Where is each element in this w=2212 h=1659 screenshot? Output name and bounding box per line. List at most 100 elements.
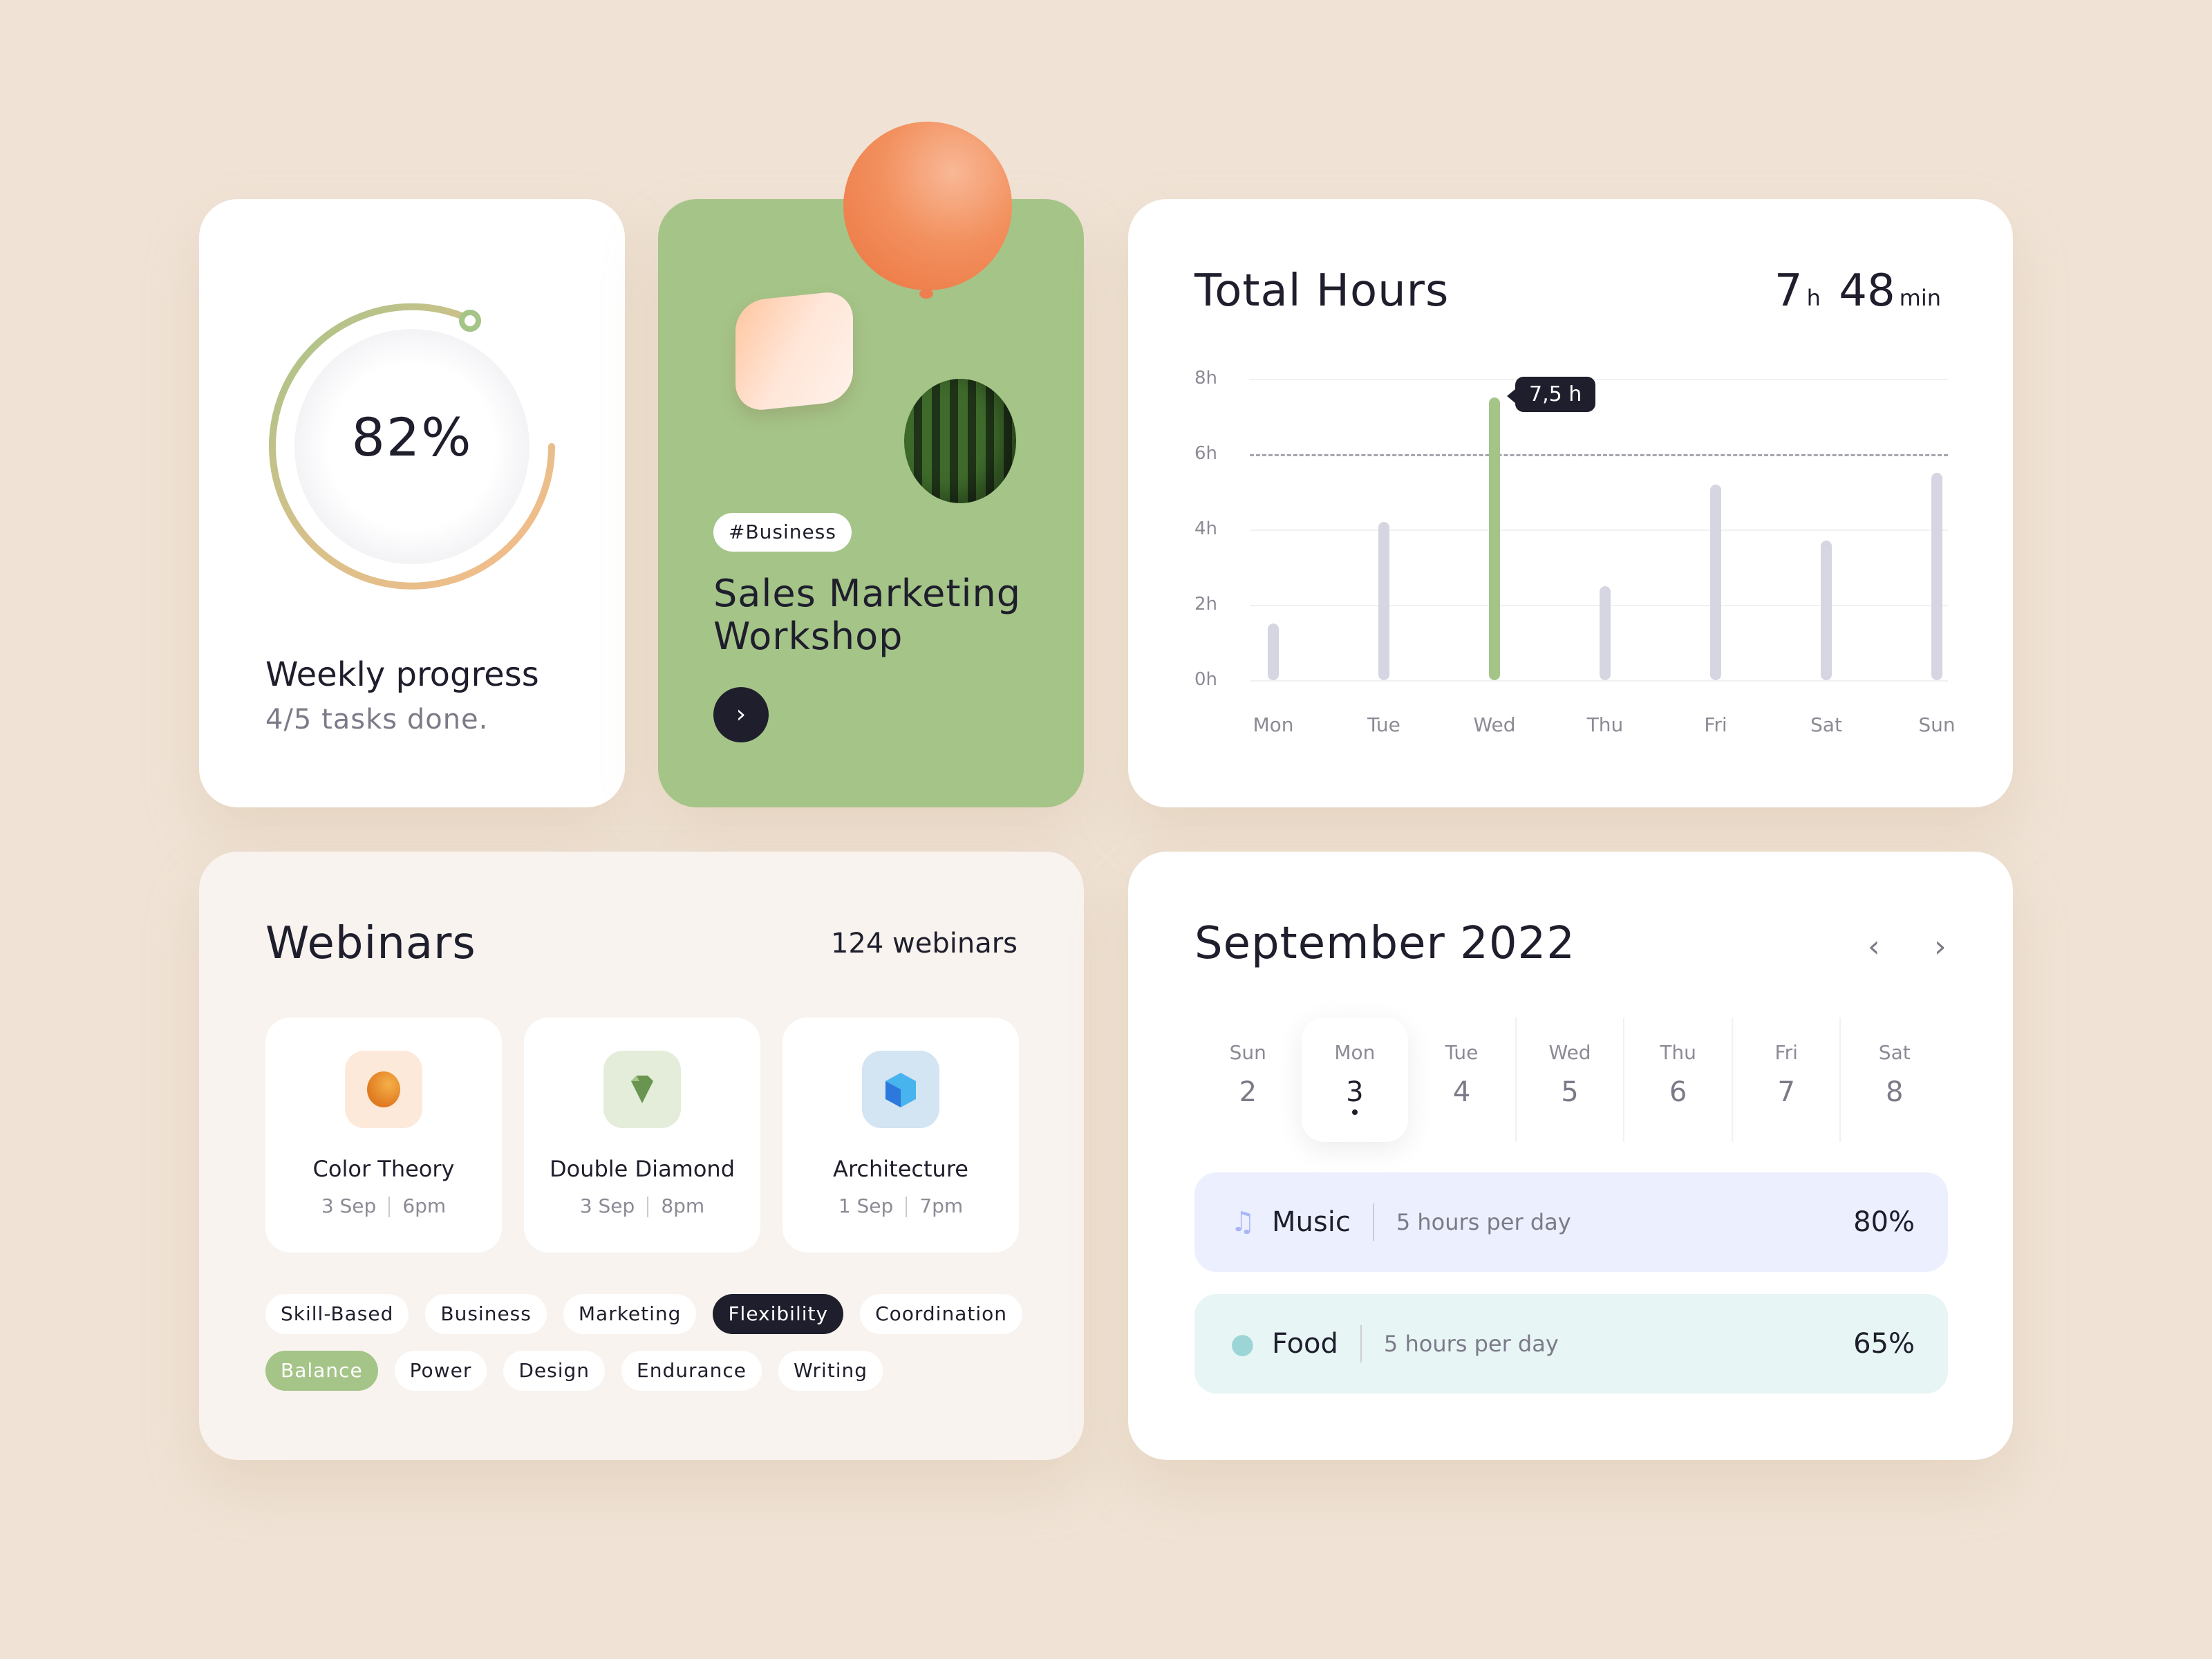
gridline	[1250, 680, 1948, 682]
chip-skill-based[interactable]: Skill-Based	[265, 1294, 409, 1334]
chevron-right-icon[interactable]: ›	[1934, 929, 1947, 964]
habit-desc: 5 hours per day	[1383, 1331, 1559, 1357]
week-strip: Sun 2 Mon 3 Tue 4 Wed 5 Thu 6 Fri 7 Sat 8	[1194, 1018, 1948, 1142]
balloon-knot	[919, 289, 933, 299]
bar-sun[interactable]	[1931, 473, 1942, 680]
webinar-date: 3 Sep	[579, 1194, 635, 1217]
x-axis-tick: Fri	[1704, 713, 1727, 736]
workshop-card[interactable]: #Business Sales Marketing Workshop ›	[658, 122, 1084, 807]
chip-endurance[interactable]: Endurance	[621, 1351, 762, 1391]
chevron-left-icon[interactable]: ‹	[1868, 929, 1880, 964]
bar-thu[interactable]	[1600, 585, 1611, 680]
habit-row-food[interactable]: ● Food 5 hours per day 65%	[1194, 1294, 1948, 1394]
topic-chips: Skill-Based Business Marketing Flexibili…	[265, 1294, 1026, 1407]
bar-tooltip: 7,5 h	[1506, 377, 1596, 413]
habit-percent: 80%	[1853, 1206, 1915, 1238]
business-tag[interactable]: #Business	[713, 513, 852, 552]
webinars-card: Webinars 124 webinars Color Theory 3 Sep…	[199, 852, 1084, 1460]
orange-sphere-icon	[345, 1051, 422, 1128]
day-name: Mon	[1334, 1041, 1376, 1064]
day-date: 4	[1452, 1076, 1471, 1108]
day-mon-selected[interactable]: Mon 3	[1301, 1018, 1409, 1142]
day-sun[interactable]: Sun 2	[1194, 1018, 1302, 1142]
progress-ring	[269, 303, 555, 590]
day-date: 3	[1346, 1076, 1364, 1108]
webinar-meta: 3 Sep 8pm	[524, 1194, 760, 1217]
chip-writing[interactable]: Writing	[778, 1351, 883, 1391]
calendar-card: September 2022 ‹ › Sun 2 Mon 3 Tue 4 Wed 5 T…	[1128, 852, 2013, 1460]
habit-desc: 5 hours per day	[1396, 1209, 1571, 1235]
hours-value: 7	[1774, 265, 1803, 317]
day-wed[interactable]: Wed 5	[1515, 1018, 1624, 1142]
chip-coordination[interactable]: Coordination	[860, 1294, 1023, 1334]
chip-balance[interactable]: Balance	[265, 1351, 378, 1391]
y-axis-tick: 0h	[1194, 669, 1218, 690]
divider	[1360, 1325, 1362, 1362]
minutes-value: 48	[1839, 265, 1895, 317]
chip-business[interactable]: Business	[425, 1294, 547, 1334]
webinar-name: Double Diamond	[549, 1156, 735, 1182]
day-name: Tue	[1445, 1041, 1479, 1064]
day-date: 2	[1239, 1076, 1257, 1108]
minutes-unit: min	[1899, 285, 1941, 311]
cube-illustration	[735, 290, 853, 413]
blue-cube-icon	[862, 1051, 939, 1128]
day-name: Wed	[1548, 1041, 1591, 1064]
chip-design[interactable]: Design	[503, 1351, 606, 1391]
progress-title: Weekly progress	[265, 655, 539, 694]
webinar-card-color-theory[interactable]: Color Theory 3 Sep 6pm	[265, 1018, 502, 1253]
day-fri[interactable]: Fri 7	[1731, 1018, 1840, 1142]
total-hours-title: Total Hours	[1194, 265, 1450, 317]
day-tue[interactable]: Tue 4	[1408, 1018, 1515, 1142]
x-axis-tick: Thu	[1586, 713, 1624, 736]
day-thu[interactable]: Thu 6	[1623, 1018, 1732, 1142]
x-axis-tick: Mon	[1253, 713, 1294, 736]
gridline	[1250, 379, 1948, 380]
day-name: Sun	[1229, 1041, 1266, 1064]
x-axis-tick: Sat	[1810, 713, 1842, 736]
open-workshop-button[interactable]: ›	[713, 687, 769, 742]
habit-row-music[interactable]: ♫ Music 5 hours per day 80%	[1194, 1172, 1948, 1272]
day-name: Sat	[1878, 1041, 1911, 1064]
day-date: 7	[1777, 1076, 1795, 1108]
progress-subtitle: 4/5 tasks done.	[265, 704, 489, 735]
progress-percent: 82%	[351, 406, 473, 468]
x-axis-tick: Wed	[1473, 713, 1516, 736]
chip-marketing[interactable]: Marketing	[563, 1294, 697, 1334]
bar-tue[interactable]	[1378, 522, 1389, 680]
target-line	[1250, 454, 1948, 456]
webinar-date: 3 Sep	[321, 1194, 377, 1217]
webinar-time: 8pm	[661, 1194, 705, 1217]
x-axis-tick: Sun	[1918, 713, 1956, 736]
bar-fri[interactable]	[1710, 484, 1721, 680]
bar-wed[interactable]	[1489, 397, 1500, 680]
webinar-name: Architecture	[833, 1156, 968, 1182]
event-dot-icon	[1351, 1109, 1358, 1115]
x-axis-tick: Tue	[1367, 713, 1400, 736]
balloon-illustration	[843, 122, 1012, 290]
webinar-card-double-diamond[interactable]: Double Diamond 3 Sep 8pm	[524, 1018, 760, 1253]
green-gem-icon	[603, 1051, 681, 1128]
webinar-time: 6pm	[402, 1194, 447, 1217]
webinar-name: Color Theory	[312, 1156, 455, 1182]
calendar-month-title: September 2022	[1194, 918, 1575, 969]
day-sat[interactable]: Sat 8	[1839, 1018, 1948, 1142]
gridline	[1250, 605, 1948, 606]
bar-mon[interactable]	[1268, 624, 1279, 680]
habit-percent: 65%	[1853, 1328, 1915, 1360]
day-date: 6	[1669, 1076, 1687, 1108]
webinar-card-architecture[interactable]: Architecture 1 Sep 7pm	[782, 1018, 1019, 1253]
hours-bar-chart: 0h 2h 4h 6h 8h Mon Tue Wed 7,5 h Thu Fri Sat Sun	[1194, 365, 1956, 738]
day-date: 8	[1886, 1076, 1904, 1108]
chip-flexibility[interactable]: Flexibility	[713, 1294, 844, 1334]
webinar-meta: 3 Sep 6pm	[265, 1194, 502, 1217]
habit-name: Food	[1272, 1328, 1338, 1360]
chevron-right-icon: ›	[735, 700, 747, 729]
webinar-date: 1 Sep	[838, 1194, 894, 1217]
chip-power[interactable]: Power	[394, 1351, 487, 1391]
apple-icon: ●	[1230, 1328, 1255, 1360]
y-axis-tick: 4h	[1194, 518, 1218, 539]
bar-sat[interactable]	[1821, 541, 1832, 680]
